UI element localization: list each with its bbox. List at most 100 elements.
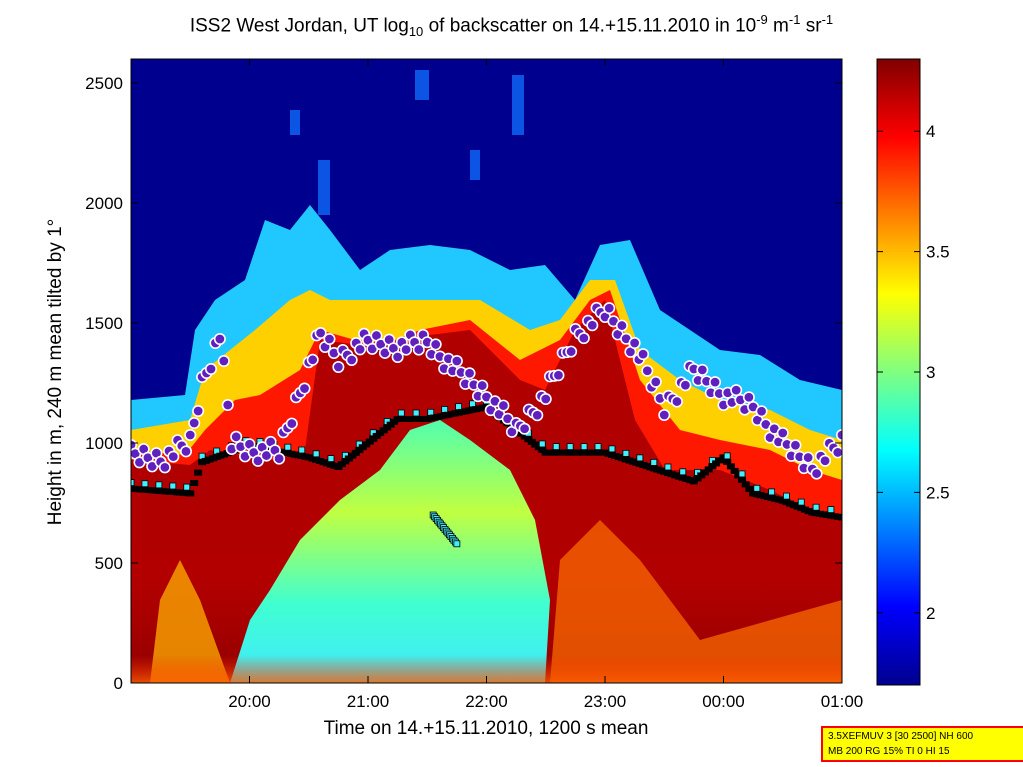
cloud-layer-marker <box>552 369 565 382</box>
mixing-layer-bar <box>734 472 743 479</box>
mixing-layer-marker <box>664 463 672 471</box>
cloud-layer-marker <box>251 454 264 467</box>
x-tick-label: 01:00 <box>821 692 864 711</box>
mixing-layer-marker <box>155 481 163 489</box>
mixing-layer-marker <box>552 443 560 451</box>
cloud-layer-marker <box>217 354 230 367</box>
cloud-layer-marker <box>802 451 815 464</box>
cloud-layer-marker <box>230 430 243 443</box>
mixing-layer-marker <box>622 449 630 457</box>
cloud-layer-marker <box>615 319 628 332</box>
mixing-layer-bar <box>190 480 199 486</box>
mixing-layer-marker <box>169 482 177 490</box>
cloud-layer-marker <box>789 439 802 452</box>
mixing-layer-marker <box>298 446 306 454</box>
x-tick-label: 22:00 <box>465 692 508 711</box>
aerosol-layer-marker <box>453 540 461 548</box>
mixing-layer-marker <box>797 498 805 506</box>
mixing-layer-marker <box>412 409 420 417</box>
cloud-layer-marker <box>323 332 336 345</box>
cloud-layer-marker <box>696 363 709 376</box>
mixing-layer-bar <box>738 476 747 483</box>
cloud-layer-marker <box>658 408 671 421</box>
mixing-layer-bar <box>719 454 728 461</box>
cloud-layer-marker <box>354 343 367 356</box>
cloud-layer-marker <box>565 345 578 358</box>
x-tick-label: 00:00 <box>702 692 745 711</box>
cloud-layer-marker <box>476 379 489 392</box>
mixing-layer-marker <box>768 488 776 496</box>
colorbar-axis: 2 2.5 3 3.5 4 <box>877 122 950 623</box>
cloud-layer-marker <box>679 379 692 392</box>
mixing-layer-marker <box>753 484 761 492</box>
colorbar-tick-label: 4 <box>926 122 935 141</box>
mixing-layer-marker <box>608 445 616 453</box>
cloud-layer-marker <box>497 399 510 412</box>
cloud-layer-marker <box>776 426 789 439</box>
cloud-layer-marker <box>531 409 544 422</box>
y-tick-label: 0 <box>114 674 123 693</box>
mixing-layer-marker <box>284 443 292 451</box>
cloud-layer-marker <box>755 405 768 418</box>
cloud-layer-marker <box>641 364 654 377</box>
cloud-layer-marker <box>158 461 171 474</box>
mixing-layer-marker <box>679 468 687 476</box>
mixing-layer-marker <box>538 440 546 448</box>
x-axis-label: Time on 14.+15.11.2010, 1200 s mean <box>323 718 649 739</box>
y-tick-label: 500 <box>95 554 123 573</box>
mixing-layer-marker <box>723 452 731 460</box>
settings-info-box: 3.5XEFMUV 3 [30 2500] NH 600 MB 200 RG 1… <box>821 726 1023 762</box>
cloud-layer-marker <box>345 353 358 366</box>
y-axis-label: Height in m, 240 m mean tilted by 1° <box>45 218 66 526</box>
mixing-layer-bar <box>723 458 732 465</box>
cloud-layer-marker <box>314 326 327 339</box>
cloud-layer-marker <box>649 375 662 388</box>
layer-markers <box>131 301 842 548</box>
y-tick-label: 1000 <box>85 434 123 453</box>
cloud-layer-marker <box>603 302 616 315</box>
mixing-layer-bar <box>186 490 195 497</box>
colorbar-tick-label: 2 <box>926 604 935 623</box>
mixing-layer-marker <box>650 459 658 466</box>
cloud-layer-marker <box>709 376 722 389</box>
cloud-layer-marker <box>742 391 755 404</box>
colorbar-tick-label: 2.5 <box>926 483 950 502</box>
cloud-layer-marker <box>188 416 201 429</box>
mixing-layer-marker <box>594 443 602 451</box>
mixing-layer-marker <box>131 479 135 487</box>
cloud-layer-marker <box>518 422 531 435</box>
mixing-layer-marker <box>183 483 191 491</box>
cloud-layer-marker <box>429 338 442 351</box>
mixing-layer-bar <box>194 469 203 476</box>
backscatter-heatmap <box>131 59 842 683</box>
mixing-layer-bar <box>741 481 750 488</box>
cloud-layer-marker <box>184 428 197 441</box>
mixing-layer-marker <box>636 454 644 462</box>
cloud-layer-marker <box>628 336 641 349</box>
y-tick-label: 2500 <box>85 74 123 93</box>
cloud-layer-marker <box>260 449 273 462</box>
cloud-layer-marker <box>539 392 552 405</box>
mixing-layer-marker <box>427 408 435 416</box>
cloud-layer-marker <box>167 450 180 463</box>
cloud-layer-marker <box>285 417 298 430</box>
cloud-layer-marker <box>192 404 205 417</box>
mixing-layer-bar <box>730 467 739 474</box>
mixing-layer-marker <box>397 409 405 417</box>
cloud-layer-marker <box>586 319 599 332</box>
cloud-layer-marker <box>306 353 319 366</box>
chart-title: ISS2 West Jordan, UT log10 of backscatte… <box>189 12 834 40</box>
clear-column <box>230 420 550 683</box>
info-line-2: MB 200 RG 15% TI 0 HI 15 <box>828 746 950 757</box>
upper-plumes <box>290 70 524 215</box>
colorbar-tick-label: 3.5 <box>926 243 950 262</box>
colorbar <box>876 58 921 686</box>
x-tick-label: 23:00 <box>584 692 627 711</box>
cloud-layer-marker <box>810 467 823 480</box>
cloud-layer-marker <box>298 382 311 395</box>
cloud-layer-marker <box>391 350 404 363</box>
colorbar-tick-label: 3 <box>926 363 935 382</box>
mixing-layer-marker <box>327 455 335 463</box>
cloud-layer-marker <box>332 360 345 373</box>
